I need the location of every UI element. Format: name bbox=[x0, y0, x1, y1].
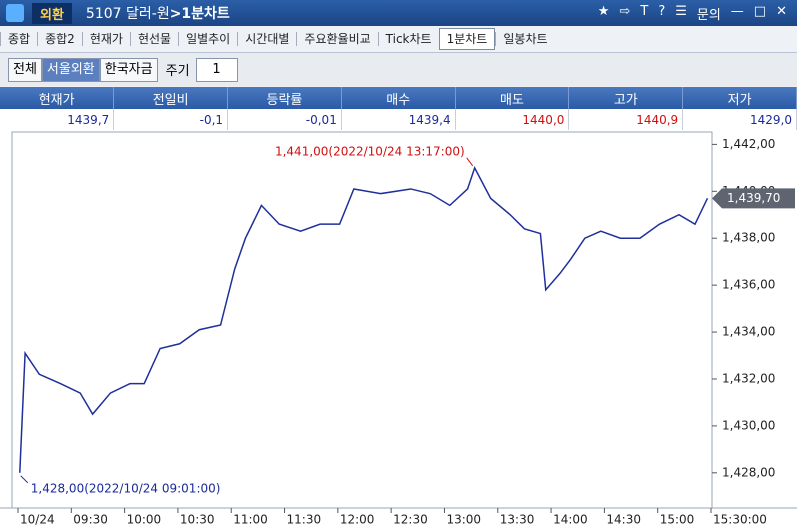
icon[interactable]: ⇨ bbox=[619, 4, 631, 19]
code-name: 5107 달러-원 bbox=[85, 6, 170, 22]
tab-bar: 종합 종합2 현재가 현선물 일별추이 시간대별 주요환율비교 Tick차트 1분차트 일봉차트 bbox=[0, 26, 797, 53]
column-header: 전일비 bbox=[113, 87, 229, 109]
screen-name: >1분차트 bbox=[169, 6, 230, 22]
y-tick-label: 1,436,00 bbox=[722, 278, 775, 292]
period-input[interactable]: 1 bbox=[195, 57, 238, 82]
cell-value: -0,01 bbox=[227, 109, 342, 132]
market-button[interactable]: 전체 bbox=[8, 57, 42, 82]
x-tick-label: 09:30 bbox=[73, 513, 108, 527]
cell-value: 1439,7 bbox=[0, 109, 115, 132]
column-header: 저가 bbox=[682, 87, 797, 109]
cell-value: 1439,4 bbox=[341, 109, 456, 132]
y-tick-label: 1,438,00 bbox=[722, 231, 775, 245]
tab[interactable]: 종합2 bbox=[37, 32, 82, 46]
annotation: 1,441,00(2022/10/24 13:17:00) bbox=[275, 144, 465, 158]
price-tag-label: 1,439,70 bbox=[727, 191, 780, 205]
minimize[interactable]: — bbox=[730, 4, 744, 19]
x-tick-label: 14:30 bbox=[606, 513, 641, 527]
x-tick-label: 12:30 bbox=[393, 513, 428, 527]
period-label: 주기 bbox=[165, 64, 190, 79]
annotation-arrow bbox=[20, 475, 29, 484]
tab[interactable]: 현재가 bbox=[81, 32, 130, 46]
value-row: 1439,7 -0,1 -0,01 1439,4 1440,0 1440,9 1429,0 bbox=[0, 109, 797, 132]
annotation-arrow bbox=[466, 157, 474, 167]
toolbar-icons: ★ ⇨ T? ☰ 문의 — □ ✕ bbox=[598, 4, 787, 23]
x-tick-label: 15:00 bbox=[660, 513, 695, 527]
y-tick-label: 1,442,00 bbox=[722, 137, 775, 151]
annotation: 1,428,00(2022/10/24 09:01:00) bbox=[31, 481, 221, 495]
tab[interactable]: 주요환율비교 bbox=[296, 32, 377, 46]
y-tick-label: 1,430,00 bbox=[722, 418, 775, 432]
x-tick-label: 10:00 bbox=[127, 513, 162, 527]
menu[interactable]: 문의 bbox=[696, 8, 721, 23]
header-row: 현재가 전일비 등락률 매수 매도 고가 저가 bbox=[0, 87, 797, 109]
filter-row: 전체 서울외환 한국자금 주기 1 bbox=[0, 53, 797, 86]
cell-value: 1440,9 bbox=[568, 109, 684, 132]
x-tick-label: 12:00 bbox=[340, 513, 375, 527]
x-tick-label: 10/24 bbox=[20, 513, 55, 527]
window-title: 5107 달러-원>1분차트 bbox=[86, 3, 230, 23]
market-buttons: 전체 서울외환 한국자금 bbox=[8, 57, 158, 82]
badge[interactable]: 외환 bbox=[32, 2, 72, 24]
chart-bg bbox=[0, 130, 797, 531]
title-bar: 외환 5107 달러-원>1분차트 ★ ⇨ T? ☰ 문의 — □ ✕ bbox=[0, 0, 797, 26]
market-button[interactable]: 서울외환 bbox=[41, 57, 100, 82]
column-header: 현재가 bbox=[0, 87, 115, 109]
tab[interactable]: 현선물 bbox=[129, 32, 178, 46]
column-header: 매수 bbox=[341, 87, 456, 109]
close[interactable]: ✕ bbox=[776, 4, 787, 19]
app-logo bbox=[6, 4, 24, 22]
cell-value: 1440,0 bbox=[455, 109, 570, 132]
quote-table: 현재가 전일비 등락률 매수 매도 고가 저가 1439,7 -0,1 -0,01 1439,4 14… bbox=[0, 87, 797, 132]
tab[interactable]: 일별추이 bbox=[178, 32, 237, 46]
maximize[interactable]: □ bbox=[753, 4, 767, 19]
tab[interactable]: 종합 bbox=[0, 32, 37, 46]
x-tick-label: 10:30 bbox=[180, 513, 215, 527]
tab[interactable]: 일봉차트 bbox=[495, 32, 554, 46]
tab[interactable]: 1분차트 bbox=[438, 28, 496, 50]
x-tick-label: 11:30 bbox=[287, 513, 322, 527]
y-tick-label: 1,432,00 bbox=[722, 371, 775, 385]
x-tick-label: 14:00 bbox=[553, 513, 588, 527]
y-tick-label: 1,434,00 bbox=[722, 325, 775, 339]
icon[interactable]: ☰ bbox=[675, 4, 687, 19]
cell-value: 1429,0 bbox=[682, 109, 797, 132]
price-tag bbox=[712, 188, 795, 209]
icon[interactable]: ★ bbox=[597, 4, 610, 19]
chart: 1,442,001,440,001,438,001,436,001,434,00… bbox=[0, 130, 797, 531]
x-tick-label: 13:00 bbox=[446, 513, 481, 527]
price-line bbox=[19, 165, 709, 473]
x-tick-label: 13:30 bbox=[500, 513, 535, 527]
tab[interactable]: 시간대별 bbox=[237, 32, 296, 46]
market-button[interactable]: 한국자금 bbox=[99, 57, 158, 82]
x-tick-label: 11:00 bbox=[233, 513, 268, 527]
y-tick-label: 1,428,00 bbox=[722, 465, 775, 479]
column-header: 고가 bbox=[568, 87, 684, 109]
icon[interactable]: T bbox=[640, 4, 649, 19]
column-header: 등락률 bbox=[227, 87, 342, 109]
column-header: 매도 bbox=[455, 87, 570, 109]
icon[interactable]: ? bbox=[658, 4, 666, 19]
x-tick-label: 15:30:00 bbox=[713, 513, 767, 527]
tab[interactable]: Tick차트 bbox=[377, 32, 439, 46]
cell-value: -0,1 bbox=[113, 109, 229, 132]
